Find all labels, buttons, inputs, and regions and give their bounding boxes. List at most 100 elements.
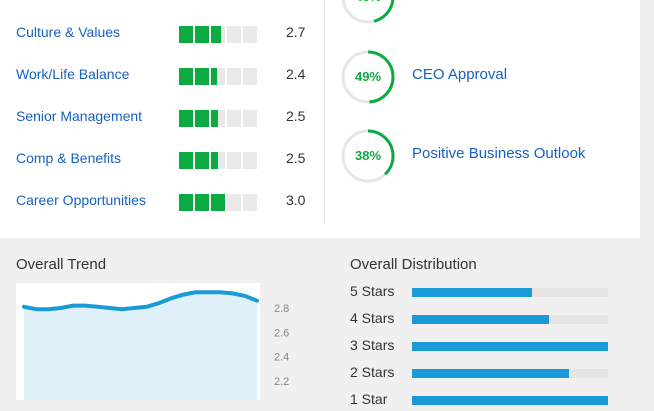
- stat-row: 38% Positive Business Outlook: [340, 128, 640, 184]
- rating-bar: [179, 194, 267, 211]
- stat-label-link[interactable]: Positive Business Outlook: [412, 145, 586, 162]
- rating-bar-segment: [195, 110, 209, 127]
- distribution-label: 2 Stars: [350, 364, 395, 380]
- rating-bar-fill: [195, 68, 209, 85]
- rating-label-link[interactable]: Career Opportunities: [16, 192, 146, 208]
- rating-row: Senior Management 2.5: [16, 106, 316, 130]
- y-tick-label: 2.2: [274, 376, 289, 388]
- distribution-bar-fill: [412, 369, 569, 378]
- rating-bar-fill: [211, 194, 225, 211]
- rating-bar: [179, 26, 267, 43]
- distribution-bar-fill: [412, 342, 608, 351]
- rating-value: 2.7: [286, 24, 306, 40]
- rating-bar-segment: [179, 68, 193, 85]
- percent-ring: [341, 129, 395, 183]
- rating-bar-fill: [179, 68, 193, 85]
- rating-label-link[interactable]: Senior Management: [16, 108, 143, 124]
- distribution-label: 4 Stars: [350, 310, 395, 326]
- stat-row: 49% CEO Approval: [340, 49, 640, 105]
- rating-bar-fill: [179, 110, 193, 127]
- rating-label-link[interactable]: Culture & Values: [16, 24, 121, 40]
- rating-bar-segment: [195, 26, 209, 43]
- distribution-row[interactable]: 1 Star: [350, 391, 610, 411]
- rating-bar-fill: [211, 26, 221, 43]
- rating-bar-segment: [179, 152, 193, 169]
- rating-bar-segment: [243, 68, 257, 85]
- trend-area: [24, 292, 257, 400]
- distribution-row[interactable]: 2 Stars: [350, 364, 610, 384]
- rating-bar-segment: [227, 152, 241, 169]
- rating-label-link[interactable]: Comp & Benefits: [16, 150, 122, 166]
- rating-bar-segment: [211, 68, 225, 85]
- rating-bar-segment: [227, 194, 241, 211]
- overall-distribution-title: Overall Distribution: [350, 256, 477, 273]
- rating-bar-fill: [195, 152, 209, 169]
- percent-ring-track: [341, 0, 395, 24]
- rating-bar-segment: [227, 110, 241, 127]
- y-tick-label: 2.4: [274, 352, 289, 364]
- distribution-bar-track: [412, 288, 608, 297]
- rating-bar-fill: [211, 152, 218, 169]
- overall-trend-chart: 2.8 2.6 2.4 2.2: [16, 283, 289, 400]
- percent-ring-fill: [341, 50, 395, 104]
- rating-bar-segment: [179, 194, 193, 211]
- stat-label-link[interactable]: CEO Approval: [412, 66, 508, 83]
- rating-bar-fill: [179, 194, 193, 211]
- percent-ring: [341, 50, 395, 104]
- distribution-bar-track: [412, 396, 608, 405]
- rating-bar-segment: [195, 152, 209, 169]
- rating-bar: [179, 68, 267, 85]
- panel-divider: [324, 0, 325, 224]
- trend-line: [22, 290, 259, 312]
- rating-bar-segment: [211, 110, 225, 127]
- rating-bar-segment: [243, 194, 257, 211]
- percent-value: 49%: [354, 69, 382, 84]
- y-tick-label: 2.8: [274, 303, 289, 315]
- distribution-row[interactable]: 4 Stars: [350, 310, 610, 330]
- rating-bar-segment: [227, 26, 241, 43]
- rating-value: 3.0: [286, 192, 306, 208]
- rating-bar-segment: [211, 194, 225, 211]
- distribution-bar-fill: [412, 315, 550, 324]
- rating-bar: [179, 110, 267, 127]
- overall-trend-title: Overall Trend: [16, 256, 107, 273]
- rating-row: Work/Life Balance 2.4: [16, 64, 316, 88]
- rating-bar-fill: [179, 152, 193, 169]
- rating-bar-segment: [243, 110, 257, 127]
- rating-bar-segment: [179, 110, 193, 127]
- rating-value: 2.4: [286, 66, 306, 82]
- rating-bar: [179, 152, 267, 169]
- ratings-panel: [0, 0, 640, 238]
- distribution-bar-fill: [412, 396, 608, 405]
- rating-bar-fill: [195, 26, 209, 43]
- rating-bar-fill: [211, 68, 217, 85]
- rating-bar-segment: [243, 26, 257, 43]
- distribution-row[interactable]: 5 Stars: [350, 283, 610, 303]
- rating-label-link[interactable]: Work/Life Balance: [16, 66, 130, 82]
- rating-value: 2.5: [286, 150, 306, 166]
- rating-bar-segment: [179, 26, 193, 43]
- rating-bar-segment: [195, 194, 209, 211]
- percent-value: 38%: [354, 148, 382, 163]
- distribution-bar-track: [412, 315, 608, 324]
- distribution-bar-fill: [412, 288, 532, 297]
- percent-ring: [341, 0, 395, 24]
- distribution-row[interactable]: 3 Stars: [350, 337, 610, 357]
- rating-bar-segment: [211, 152, 225, 169]
- y-tick-label: 2.6: [274, 327, 289, 339]
- percent-ring-fill: [341, 129, 395, 183]
- stat-label-link[interactable]: Recommend to a Friend: [412, 0, 573, 3]
- rating-bar-segment: [243, 152, 257, 169]
- distribution-label: 3 Stars: [350, 337, 395, 353]
- rating-bar-fill: [179, 26, 193, 43]
- rating-bar-fill: [195, 194, 209, 211]
- rating-row: Comp & Benefits 2.5: [16, 148, 316, 172]
- rating-bar-fill: [195, 110, 209, 127]
- distribution-label: 5 Stars: [350, 283, 395, 299]
- rating-row: Culture & Values 2.7: [16, 22, 316, 46]
- rating-bar-segment: [211, 26, 225, 43]
- rating-bar-fill: [211, 110, 218, 127]
- distribution-label: 1 Star: [350, 391, 388, 407]
- distribution-bar-track: [412, 342, 608, 351]
- rating-bar-segment: [195, 68, 209, 85]
